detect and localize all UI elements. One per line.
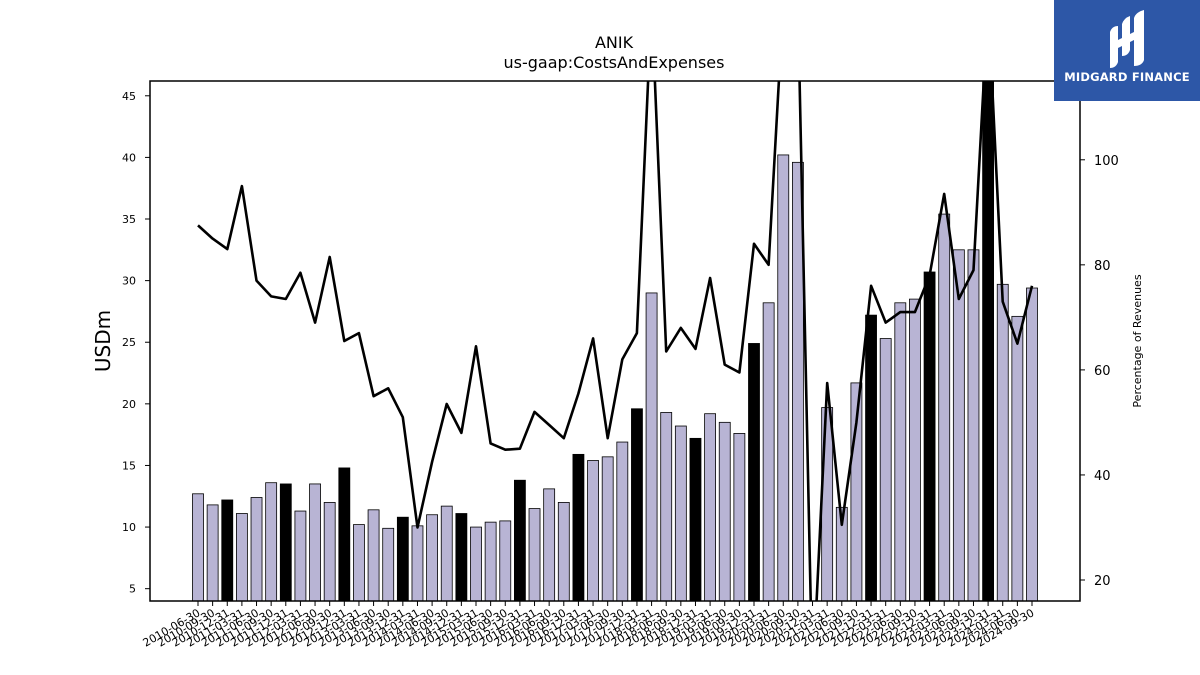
plot-frame	[149, 80, 1081, 602]
bar	[718, 421, 731, 601]
y-tick-label: 15	[122, 459, 136, 472]
bar	[557, 502, 570, 601]
brand-name: MIDGARD FINANCE	[1064, 70, 1190, 84]
y2-tick-label: 60	[1094, 364, 1111, 379]
chart-title: ANIK	[595, 33, 634, 52]
y2-tick-label: 80	[1094, 259, 1111, 274]
bar	[353, 524, 365, 601]
bar	[396, 516, 409, 601]
bar	[777, 154, 790, 601]
y2-axis-label: Percentage of Revenues	[1131, 274, 1144, 407]
bar	[909, 298, 921, 601]
y2-tick-label: 20	[1094, 574, 1111, 589]
bar	[206, 504, 219, 601]
bar	[221, 499, 234, 601]
y-tick-label: 35	[122, 213, 136, 226]
bar	[455, 513, 468, 601]
bar	[543, 488, 556, 601]
bar	[499, 520, 512, 601]
bar	[265, 482, 278, 601]
y-tick-label: 10	[122, 521, 136, 534]
bar	[982, 81, 995, 601]
y-tick-label: 40	[122, 151, 136, 164]
bar	[748, 343, 760, 601]
bar	[323, 502, 336, 601]
bar	[674, 425, 687, 601]
bar	[309, 483, 321, 601]
y-tick-label: 5	[129, 583, 136, 596]
bar	[952, 249, 965, 601]
bar	[733, 433, 746, 601]
bar	[338, 467, 351, 601]
bar	[601, 456, 614, 601]
bar	[835, 506, 848, 601]
bar	[938, 213, 951, 601]
bar	[279, 483, 292, 601]
series-line	[197, 81, 1034, 601]
bar	[894, 302, 907, 601]
bar	[1026, 287, 1038, 601]
bar	[513, 479, 526, 601]
y-tick-label: 30	[122, 275, 136, 288]
y2-tick-label: 40	[1094, 469, 1111, 484]
y2-tick-label: 100	[1094, 154, 1119, 169]
bar	[645, 292, 658, 601]
bar	[1011, 315, 1024, 601]
bar	[367, 509, 380, 601]
bar	[294, 510, 307, 601]
bar	[996, 283, 1009, 601]
bar	[192, 493, 204, 601]
bar	[382, 527, 395, 601]
bar	[572, 453, 585, 601]
bar	[440, 505, 453, 601]
bar	[426, 514, 439, 601]
bar	[865, 314, 877, 601]
midgard-mark-icon	[1110, 10, 1144, 68]
bar	[587, 460, 599, 601]
y-tick-label: 45	[122, 90, 136, 103]
bar	[470, 526, 482, 601]
y-tick-label: 20	[122, 398, 136, 411]
bar	[879, 338, 892, 601]
chart-subtitle: us-gaap:CostsAndExpenses	[504, 53, 725, 72]
bar	[704, 413, 717, 601]
y-axis-label: USDm	[91, 310, 115, 372]
bar	[689, 437, 702, 601]
bar	[967, 249, 980, 601]
bar	[484, 521, 497, 601]
bar	[631, 408, 643, 601]
bar	[235, 513, 248, 601]
brand-logo: MIDGARD FINANCE	[1054, 0, 1200, 101]
bar	[528, 508, 541, 601]
bar	[616, 441, 629, 601]
bar	[660, 412, 673, 601]
bar	[762, 302, 775, 601]
bar	[250, 497, 263, 601]
bar	[411, 525, 424, 601]
y-tick-label: 25	[122, 336, 136, 349]
bar	[923, 271, 936, 601]
